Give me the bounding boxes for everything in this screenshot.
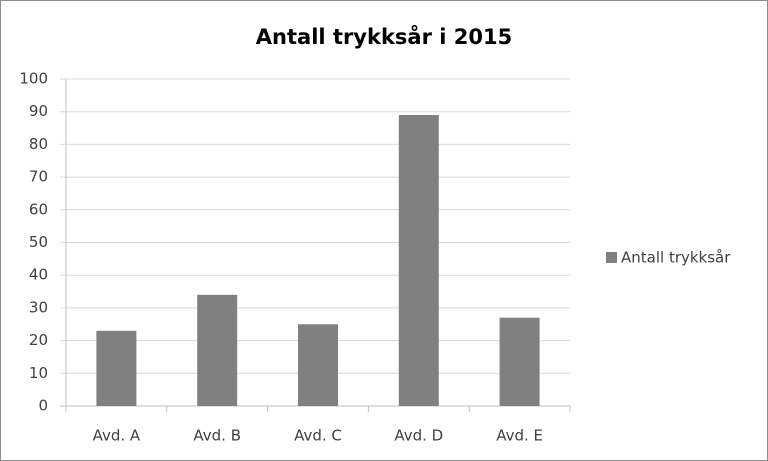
bar: [197, 294, 238, 406]
y-tick-label: 10: [29, 364, 48, 382]
y-tick-label: 40: [29, 266, 48, 284]
y-tick-label: 80: [29, 135, 48, 153]
bar: [499, 317, 540, 406]
chart-title: Antall trykksår i 2015: [256, 24, 512, 49]
bar: [398, 114, 439, 406]
y-tick-label: 60: [29, 200, 48, 218]
bar: [96, 330, 137, 406]
x-tick-label: Avd. A: [93, 427, 141, 445]
y-tick-label: 70: [29, 168, 48, 186]
bar: [298, 324, 338, 406]
y-tick-label: 90: [29, 102, 48, 120]
legend-label: Antall trykksår: [621, 249, 731, 267]
x-tick-label: Avd. D: [394, 427, 443, 445]
y-tick-label: 0: [38, 397, 48, 415]
x-tick-label: Avd. C: [294, 427, 342, 445]
x-tick-label: Avd. B: [193, 427, 241, 445]
x-tick-label: Avd. E: [496, 427, 543, 445]
y-tick-label: 20: [29, 331, 48, 349]
legend-swatch: [606, 252, 617, 263]
y-tick-label: 50: [29, 233, 48, 251]
y-tick-label: 100: [19, 70, 48, 88]
y-tick-label: 30: [29, 298, 48, 316]
